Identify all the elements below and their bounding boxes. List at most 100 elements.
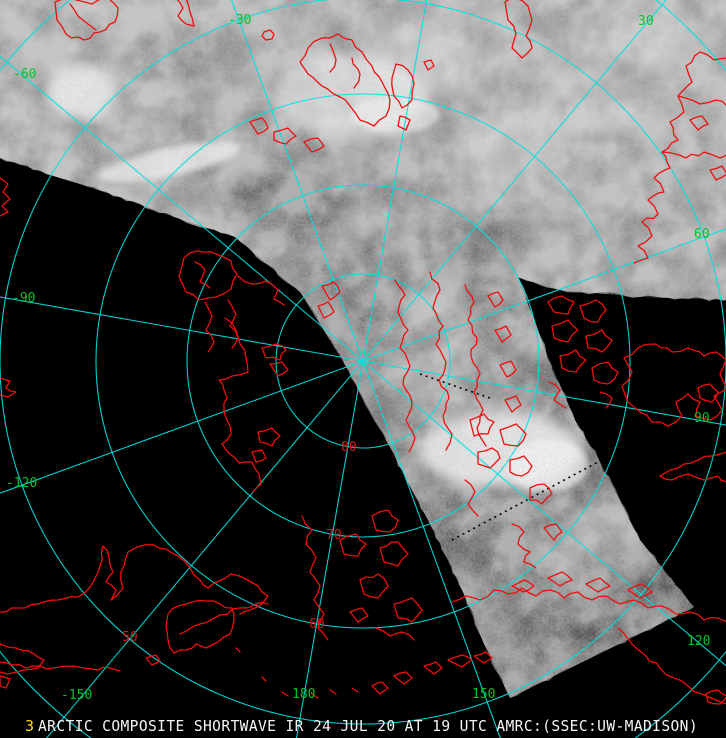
coastline	[391, 63, 415, 109]
meridian-line	[0, 360, 364, 494]
coastline	[697, 383, 719, 403]
longitude-label: -120	[6, 476, 37, 491]
latitude-labels: 80 70 60 50	[122, 440, 357, 645]
longitude-label: 120	[687, 634, 710, 649]
coastline	[689, 115, 709, 131]
coastline	[585, 577, 611, 593]
coastline	[511, 579, 535, 593]
meridian-line	[362, 0, 428, 362]
coastline	[351, 57, 361, 89]
coastline	[0, 661, 121, 672]
coastline	[0, 543, 269, 615]
coastline	[329, 689, 337, 695]
coastline	[464, 284, 487, 447]
coastline	[204, 301, 215, 353]
latitude-circle	[275, 273, 451, 449]
coastline	[529, 483, 553, 505]
coastline	[627, 583, 653, 599]
longitude-label: -150	[61, 688, 92, 703]
coastline	[371, 509, 399, 533]
coastline	[273, 127, 297, 145]
coastline	[659, 451, 726, 483]
longitude-labels: -60 -30 30 60 90 120 150 180 -150 -120 -90	[6, 13, 710, 703]
coastline	[178, 250, 238, 301]
coastline	[303, 137, 325, 153]
coastline	[699, 51, 726, 61]
coastline	[423, 661, 443, 675]
coastline	[299, 33, 391, 127]
coastline	[429, 271, 453, 451]
coastline	[477, 447, 501, 469]
coastline	[0, 377, 17, 398]
coastline	[54, 0, 119, 41]
coastline	[379, 541, 409, 567]
coastline	[677, 95, 726, 106]
caption-text: ARCTIC COMPOSITE SHORTWAVE IR 24 JUL 20 …	[38, 717, 698, 735]
coastline	[339, 533, 367, 557]
longitude-label: 180	[292, 687, 315, 702]
coastline	[579, 299, 607, 323]
coastline	[249, 117, 269, 135]
coastline	[661, 151, 726, 159]
longitude-label: 90	[694, 411, 710, 426]
coastline	[621, 343, 726, 427]
coastline	[547, 295, 575, 315]
coastline	[0, 675, 11, 689]
latitude-label: 70	[326, 528, 342, 543]
coastline	[499, 360, 517, 378]
coastline	[261, 29, 275, 41]
coastline	[227, 299, 239, 349]
coastline	[281, 691, 289, 697]
coastline	[371, 681, 389, 695]
meridian-line	[362, 360, 501, 738]
coastline	[473, 651, 493, 664]
latitude-circle	[186, 184, 540, 538]
meridian-line	[362, 0, 667, 362]
coastline	[394, 279, 416, 453]
coastline	[257, 427, 281, 447]
coastline	[237, 275, 285, 306]
coastline	[145, 654, 161, 666]
caption-bar: 3 ARCTIC COMPOSITE SHORTWAVE IR 24 JUL 2…	[25, 717, 698, 735]
meridian-line	[362, 228, 726, 362]
meridian-line	[362, 360, 726, 667]
coastline	[547, 381, 567, 409]
terminator-dots	[419, 373, 599, 541]
coastline	[235, 647, 241, 653]
coastline	[547, 571, 573, 587]
coastline	[509, 455, 533, 477]
coastline	[218, 317, 262, 493]
meridian-line	[0, 55, 364, 362]
coastline	[251, 449, 267, 463]
coastline	[69, 3, 97, 31]
coastline	[321, 281, 341, 301]
meridian-line	[45, 360, 364, 738]
coastline	[393, 671, 413, 685]
coastline	[487, 291, 504, 308]
coastline	[447, 654, 473, 668]
meridian-line	[0, 296, 364, 362]
coastline	[451, 587, 726, 623]
coastline	[464, 479, 479, 517]
longitude-label: -90	[12, 291, 35, 306]
caption-prefix: 3	[25, 717, 34, 735]
coastline	[351, 687, 359, 693]
coastline	[511, 523, 537, 569]
coastline	[269, 361, 289, 377]
coastline	[393, 597, 423, 623]
longitude-label: -60	[13, 67, 36, 82]
longitude-label: 150	[472, 687, 495, 702]
coastline-overlay	[0, 0, 726, 705]
coastline	[585, 329, 613, 353]
coastline	[165, 599, 235, 654]
coastline	[317, 301, 335, 319]
longitude-label: -30	[228, 13, 251, 28]
coastline	[551, 319, 579, 343]
coastline	[504, 0, 533, 59]
coastline	[591, 361, 619, 385]
longitude-label: 30	[638, 14, 654, 29]
meridian-line	[362, 360, 726, 426]
